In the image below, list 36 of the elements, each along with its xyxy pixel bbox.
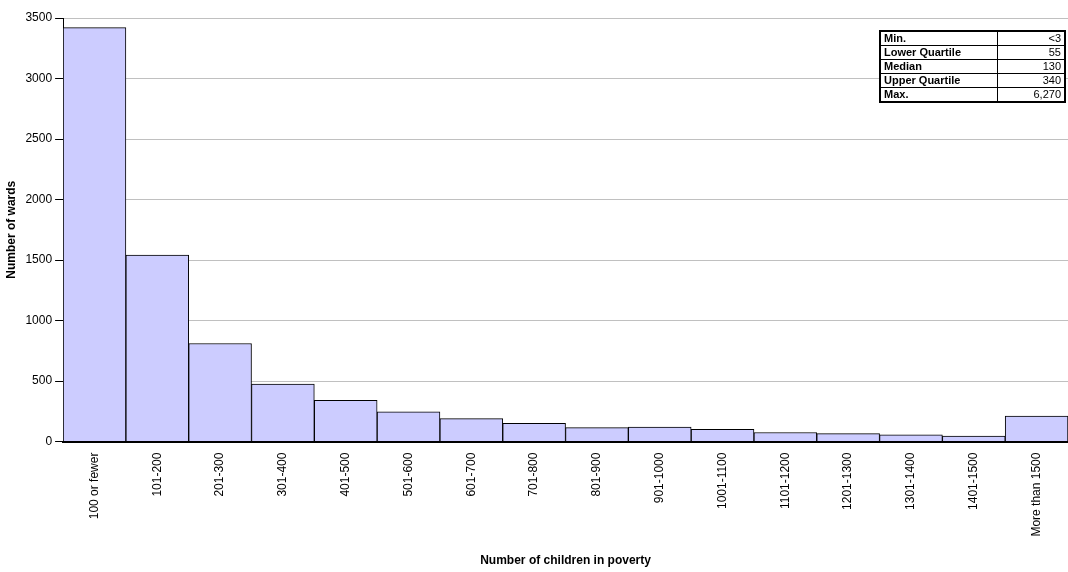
annotation: Lower Quartile [880,45,998,60]
x-tick-label: 801-900 [589,452,604,497]
y-tick-label: 2000 [25,191,53,206]
x-tick-label: More than 1500 [1028,452,1043,537]
y-tick-label: 500 [32,373,53,388]
x-tick-label: 1401-1500 [966,452,981,510]
x-tick-label: 501-600 [400,452,415,497]
x-tick-label: 401-500 [338,452,353,497]
y-tick-label: 1000 [25,312,53,327]
y-tick-label: 1500 [25,252,53,267]
annotation: 340 [997,73,1065,88]
annotation: 6,270 [997,87,1065,102]
x-tick-label: 701-800 [526,452,541,497]
x-tick-label: 101-200 [149,452,164,497]
x-tick-label: 100 or fewer [86,452,101,520]
x-tick-label: 301-400 [275,452,290,497]
annotation: 55 [997,45,1065,60]
annotation: 130 [997,59,1065,74]
annotation: Min. [880,31,998,46]
annotation: Max. [880,87,998,102]
x-tick-label: 901-1000 [652,452,667,504]
x-tick-label: 1301-1400 [903,452,918,510]
annotation: Upper Quartile [880,73,998,88]
x-tick-label: 1201-1300 [840,452,855,510]
x-tick-label: 1101-1200 [777,452,792,510]
y-tick-label: 2500 [25,131,53,146]
x-axis-title: Number of children in poverty [480,553,652,568]
x-tick-label: 601-700 [463,452,478,497]
y-axis-title: Number of wards [3,180,18,279]
x-tick-label: 201-300 [212,452,227,497]
annotation: <3 [997,31,1065,46]
y-tick-label: 3000 [25,70,53,85]
x-tick-label: 1001-1100 [714,452,729,510]
y-tick-label: 3500 [25,10,53,25]
y-tick-label: 0 [45,433,53,448]
annotation: Median [880,59,998,74]
